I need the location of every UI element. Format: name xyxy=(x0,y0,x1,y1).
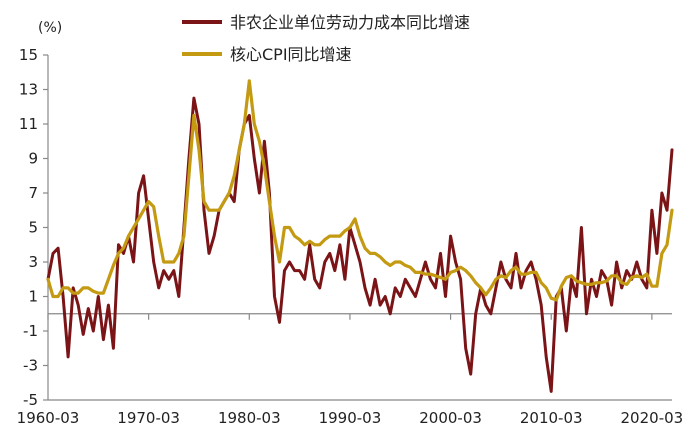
y-tick-label: -1 xyxy=(23,322,38,340)
legend: 非农企业单位劳动力成本同比增速 核心CPI同比增速 xyxy=(182,13,470,64)
x-tick-label: 2010-03 xyxy=(520,409,583,427)
legend-label-core-cpi: 核心CPI同比增速 xyxy=(230,45,352,64)
y-tick-label: 5 xyxy=(28,219,38,237)
series-line-core-cpi xyxy=(46,79,674,302)
y-axis-ticks: 15 13 11 9 7 5 3 1 -1 -3 -5 xyxy=(19,46,48,409)
y-tick-label: 11 xyxy=(19,115,38,133)
series-lines xyxy=(46,79,674,393)
y-tick-label: -3 xyxy=(23,357,38,375)
x-tick-label: 1960-03 xyxy=(17,409,80,427)
y-tick-label: 9 xyxy=(28,150,38,168)
x-tick-label: 2000-03 xyxy=(419,409,482,427)
x-tick-label: 1980-03 xyxy=(218,409,281,427)
y-tick-label: 13 xyxy=(19,81,38,99)
y-unit-label: (%) xyxy=(38,20,62,36)
legend-label-labor-cost: 非农企业单位劳动力成本同比增速 xyxy=(230,13,470,32)
x-tick-label: 2020-03 xyxy=(621,409,684,427)
x-tick-label: 1990-03 xyxy=(319,409,382,427)
x-axis-ticks: 1960-03 1970-03 1980-03 1990-03 2000-03 2010-… xyxy=(17,313,684,427)
y-tick-label: 1 xyxy=(28,288,38,306)
y-tick-label: 3 xyxy=(28,253,38,271)
x-tick-label: 1970-03 xyxy=(117,409,180,427)
y-tick-label: -5 xyxy=(23,391,38,409)
y-tick-label: 7 xyxy=(28,184,38,202)
series-line-labor-cost xyxy=(46,96,674,393)
y-tick-label: 15 xyxy=(19,46,38,64)
